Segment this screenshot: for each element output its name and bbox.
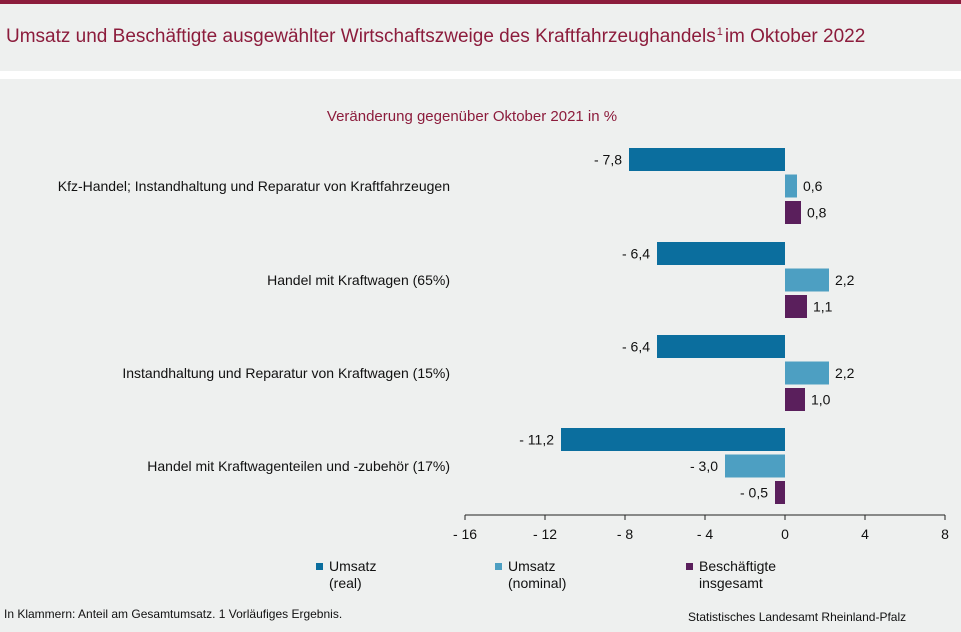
category-label: Handel mit Kraftwagen (65%): [267, 272, 450, 288]
bar: [775, 481, 785, 504]
bar: [725, 454, 785, 478]
bar: [785, 201, 801, 224]
title-end: im Oktober 2022: [724, 26, 866, 47]
data-label: 0,6: [803, 178, 823, 194]
page-title: Umsatz und Beschäftigte ausgewählter Wir…: [6, 26, 956, 48]
legend-swatch: [495, 563, 502, 570]
title-main: Umsatz und Beschäftigte ausgewählter Wir…: [6, 26, 716, 47]
data-label: - 6,4: [622, 339, 650, 355]
x-tick-label: - 12: [533, 526, 557, 542]
x-tick-label: 4: [861, 526, 869, 542]
bar: [657, 335, 785, 358]
category-label: Instandhaltung und Reparatur von Kraftwa…: [122, 365, 450, 381]
source-credit: Statistisches Landesamt Rheinland-Pfalz: [688, 610, 907, 624]
bar: [785, 361, 829, 385]
data-label: 1,1: [813, 299, 833, 315]
bar: [785, 268, 829, 292]
legend-label: Beschäftigte insgesamt: [699, 558, 777, 591]
x-tick-label: 8: [941, 526, 949, 542]
bar: [561, 428, 785, 451]
bar: [785, 174, 797, 198]
data-label: 0,8: [807, 205, 827, 221]
data-label: - 11,2: [519, 432, 554, 448]
legend-label: Umsatz (nominal): [508, 558, 567, 591]
data-label: - 6,4: [622, 246, 650, 262]
x-tick-label: - 4: [697, 526, 714, 542]
legend-swatch: [686, 563, 693, 570]
legend-swatch: [316, 563, 323, 570]
bar: [785, 388, 805, 411]
x-tick-label: - 8: [617, 526, 634, 542]
header-divider: [0, 71, 961, 79]
chart-subtitle: Veränderung gegenüber Oktober 2021 in %: [327, 108, 617, 125]
title-footnote-marker: 1: [716, 26, 723, 38]
data-label: 2,2: [835, 365, 855, 381]
data-label: - 3,0: [690, 458, 718, 474]
data-label: - 0,5: [740, 485, 768, 501]
footnote: In Klammern: Anteil am Gesamtumsatz. 1 V…: [4, 607, 343, 621]
bar: [629, 148, 785, 171]
x-tick-label: - 16: [453, 526, 477, 542]
category-label: Kfz-Handel; Instandhaltung und Reparatur…: [58, 178, 450, 194]
data-label: 2,2: [835, 272, 855, 288]
top-accent-bar: [0, 0, 961, 4]
legend-label: Umsatz (real): [329, 558, 377, 591]
bar: [657, 242, 785, 265]
data-label: - 7,8: [594, 152, 622, 168]
bar-chart: Veränderung gegenüber Oktober 2021 in % -…: [58, 108, 949, 542]
data-label: 1,0: [811, 392, 831, 408]
category-label: Handel mit Kraftwagenteilen und -zubehör…: [147, 458, 450, 474]
bar: [785, 295, 807, 318]
x-tick-label: 0: [781, 526, 789, 542]
